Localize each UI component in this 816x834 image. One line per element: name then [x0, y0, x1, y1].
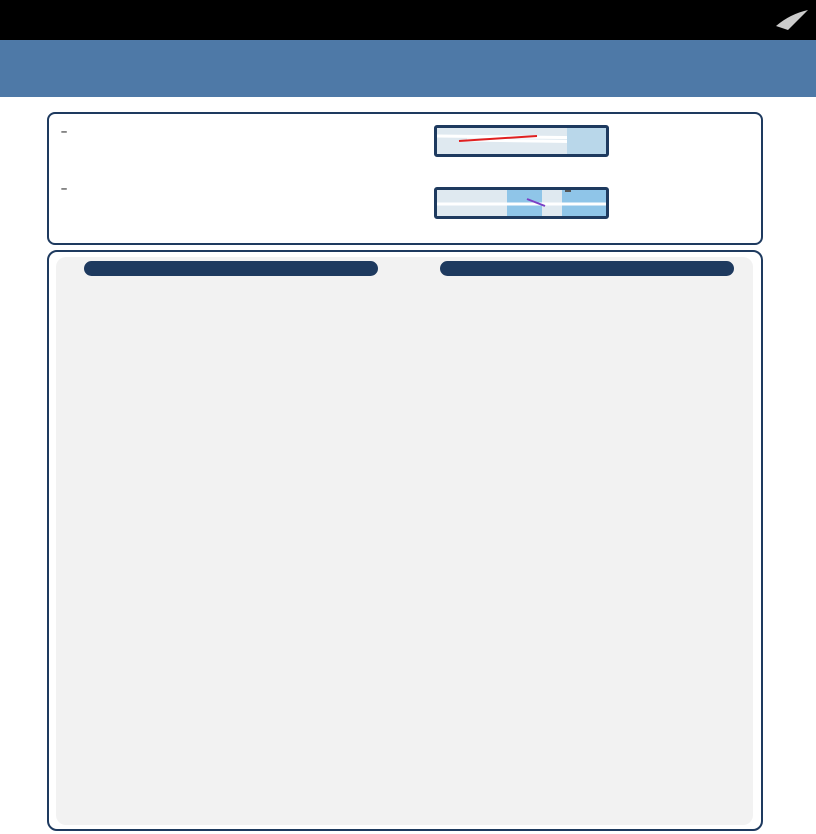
project-las-olas: –: [60, 183, 68, 195]
page-header-band: [0, 40, 816, 97]
timeline-canvas: [56, 257, 753, 825]
route-badge: [565, 190, 571, 192]
top-bar: [0, 0, 816, 40]
project-timeline-header: [84, 261, 378, 276]
sunrise-map[interactable]: [434, 125, 609, 157]
swz-timeline-header: [440, 261, 734, 276]
logo-swoosh-icon: [776, 10, 808, 30]
project-sunrise: –: [60, 126, 68, 138]
timeline-panel: [47, 250, 763, 831]
las-olas-map[interactable]: [434, 187, 609, 219]
project-info-panel: – –: [47, 112, 763, 245]
fdot-logo: [718, 6, 810, 36]
